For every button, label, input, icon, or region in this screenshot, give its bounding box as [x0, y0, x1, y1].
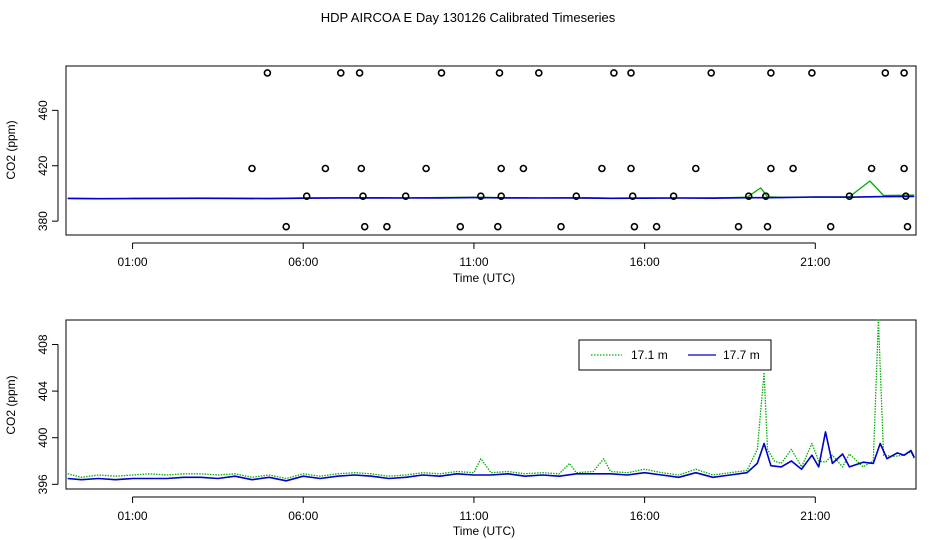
- bottom-series-line-1: [67, 319, 915, 480]
- calibration-point: [826, 222, 835, 231]
- calibration-point: [881, 69, 890, 77]
- calibration-point: [767, 69, 775, 77]
- bottom-y-axis-label: CO2 (ppm): [4, 375, 18, 434]
- legend-box: [578, 339, 772, 371]
- calibration-point: [263, 69, 272, 77]
- calibration-point: [734, 222, 743, 231]
- calibration-point: [763, 222, 772, 231]
- calibration-point: [359, 192, 367, 200]
- calibration-point: [598, 164, 606, 173]
- calibration-point: [321, 164, 330, 173]
- calibration-point: [519, 164, 528, 173]
- calibration-point: [572, 192, 581, 200]
- bottom-x-tick-label: 21:00: [800, 509, 830, 523]
- top-series-line-2: [67, 195, 915, 200]
- bottom-plot-area: [67, 319, 916, 482]
- calibration-point: [357, 164, 366, 173]
- bottom-plot-frame: [65, 319, 917, 490]
- top-x-tick-label: 06:00: [288, 255, 318, 269]
- calibration-point: [652, 222, 661, 231]
- calibration-point: [761, 192, 770, 200]
- top-x-axis-label: Time (UTC): [453, 271, 515, 285]
- top-plot-frame: [65, 65, 917, 236]
- top-x-tick-label: 16:00: [630, 255, 660, 269]
- calibration-point: [336, 69, 345, 77]
- top-x-tick-label: 11:00: [459, 255, 488, 269]
- calibration-point: [808, 69, 816, 77]
- top-x-tick-label: 21:00: [800, 255, 830, 269]
- calibration-point: [691, 164, 700, 173]
- calibration-point: [627, 164, 635, 173]
- bottom-axes: 01:00 06:00 11:00 16:00 21:00 396 400 404 408: [36, 334, 831, 523]
- calibration-point: [534, 69, 543, 77]
- calibration-point: [903, 222, 912, 231]
- calibration-point: [845, 192, 854, 200]
- bottom-y-tick-label: 408: [36, 334, 50, 354]
- top-y-axis-label: CO2 (ppm): [4, 120, 18, 179]
- calibration-point: [456, 222, 465, 231]
- calibration-point: [422, 164, 430, 173]
- calibration-point: [900, 69, 908, 77]
- legend: 17.1 m 17.7 m: [578, 339, 772, 371]
- calibration-point: [900, 164, 908, 173]
- bottom-y-tick-label: 400: [36, 427, 50, 447]
- calibration-point: [901, 192, 910, 200]
- top-axes: 01:00 06:00 11:00 16:00 21:00 380 420 460: [36, 100, 831, 269]
- calibration-point: [789, 164, 797, 173]
- bottom-x-tick-label: 11:00: [459, 509, 488, 523]
- top-series-line-1: [67, 180, 915, 200]
- calibration-point: [437, 69, 446, 77]
- bottom-x-tick-label: 06:00: [288, 509, 318, 523]
- bottom-y-tick-label: 396: [36, 474, 50, 494]
- calibration-point: [744, 192, 753, 200]
- calibration-point: [302, 192, 311, 200]
- calibration-point: [627, 69, 635, 77]
- top-plot-area: [67, 69, 915, 231]
- calibration-point: [707, 69, 716, 77]
- top-y-tick-label: 460: [36, 100, 50, 120]
- legend-label-17-7m: 17.7 m: [723, 348, 760, 362]
- calibration-point: [493, 222, 502, 231]
- bottom-x-axis-label: Time (UTC): [453, 524, 515, 538]
- calibration-point: [557, 222, 565, 231]
- calibration-point: [401, 192, 410, 200]
- calibration-point: [767, 164, 775, 173]
- bottom-y-tick-label: 404: [36, 381, 50, 401]
- calibration-point: [669, 192, 678, 200]
- calibration-point: [630, 222, 639, 231]
- legend-label-17-1m: 17.1 m: [631, 348, 668, 362]
- calibration-point: [383, 222, 391, 231]
- top-x-tick-label: 01:00: [118, 255, 148, 269]
- calibration-point: [628, 192, 637, 200]
- calibration-point: [360, 222, 369, 231]
- calibration-point: [476, 192, 485, 200]
- calibration-point: [495, 69, 504, 77]
- calibration-point: [610, 69, 618, 77]
- bottom-series-line-2: [67, 431, 916, 482]
- calibration-point: [497, 164, 506, 173]
- top-y-tick-label: 420: [36, 155, 50, 175]
- chart-title: HDP AIRCOA E Day 130126 Calibrated Times…: [321, 10, 616, 25]
- calibration-point: [248, 164, 256, 173]
- bottom-x-tick-label: 01:00: [118, 509, 148, 523]
- calibration-point: [355, 69, 364, 77]
- top-y-tick-label: 380: [36, 211, 50, 231]
- calibration-point: [867, 164, 876, 173]
- calibration-point: [497, 192, 506, 200]
- bottom-x-tick-label: 16:00: [630, 509, 660, 523]
- calibration-point: [282, 222, 291, 231]
